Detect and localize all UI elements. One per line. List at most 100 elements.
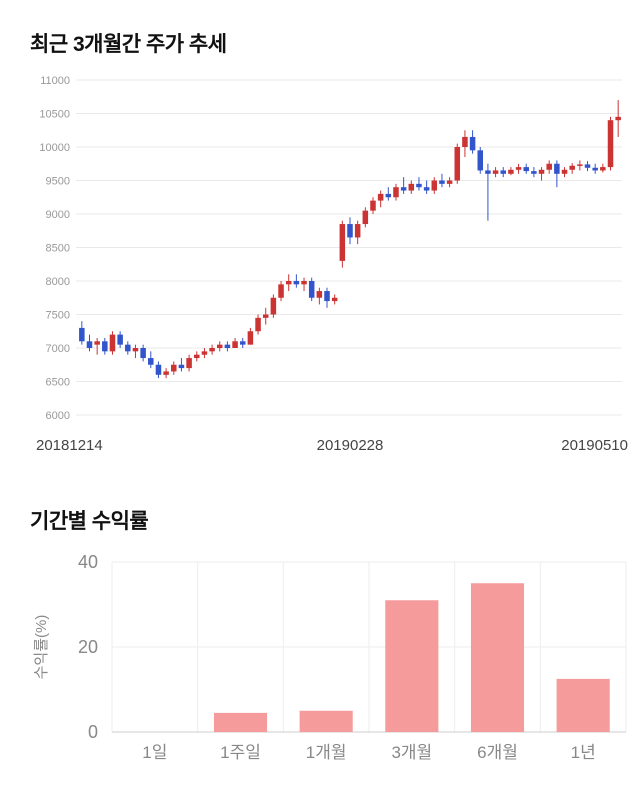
y-tick-label: 11000 bbox=[40, 75, 70, 87]
candle-body bbox=[94, 341, 100, 345]
bar bbox=[299, 710, 353, 732]
candle-body bbox=[508, 169, 514, 174]
y-tick-label: 10000 bbox=[39, 142, 70, 154]
candle-body bbox=[385, 193, 392, 198]
candle-body bbox=[209, 348, 215, 352]
candle-body bbox=[400, 187, 407, 191]
candle-body bbox=[262, 314, 269, 318]
bar-chart-canvas: 0 20 40 수익률(%) 1일 1주일 1개월 3개월 6개월 1년 bbox=[33, 552, 627, 762]
candle-body bbox=[370, 200, 376, 211]
candle-body bbox=[324, 291, 330, 302]
candle-body bbox=[140, 348, 146, 359]
candle-body bbox=[339, 224, 346, 261]
bar bbox=[556, 678, 610, 732]
candle-body bbox=[523, 167, 529, 172]
candle-body bbox=[117, 334, 123, 345]
candle-body bbox=[109, 334, 116, 352]
candle-body bbox=[171, 364, 177, 372]
candle-body bbox=[316, 291, 323, 298]
price-chart: 6000 6500 7000 7500 8000 8500 9000 9500 10000 105… bbox=[0, 70, 640, 459]
candle-body bbox=[102, 341, 108, 352]
y-tick-label: 10500 bbox=[39, 109, 70, 121]
candle-body bbox=[561, 169, 568, 174]
y-tick-label: 9500 bbox=[46, 176, 70, 188]
candle-body bbox=[239, 341, 246, 345]
candle-body bbox=[584, 164, 591, 168]
candlestick-chart-canvas: 6000 6500 7000 7500 8000 8500 9000 9500 10000 105… bbox=[39, 75, 622, 422]
candle-body bbox=[592, 167, 598, 171]
bar bbox=[470, 583, 525, 732]
candle-body bbox=[186, 358, 192, 369]
y-tick-label: 6500 bbox=[46, 377, 70, 389]
candle-body bbox=[408, 183, 415, 191]
candle-body bbox=[500, 170, 506, 174]
y-tick-label: 40 bbox=[78, 552, 98, 572]
candle-body bbox=[216, 344, 223, 348]
candle-body bbox=[247, 331, 254, 345]
y-axis-title: 수익률(%) bbox=[33, 615, 50, 680]
price-chart-x-axis: 20181214 20190228 20190510 bbox=[0, 435, 640, 459]
x-category-label: 1일 bbox=[142, 743, 167, 762]
candle-body bbox=[354, 224, 361, 238]
candle-body bbox=[515, 167, 522, 170]
returns-chart-title: 기간별 수익률 bbox=[30, 510, 149, 533]
candle-body bbox=[362, 210, 369, 225]
candle-body bbox=[201, 351, 208, 355]
x-label-end: 20190510 bbox=[561, 437, 628, 454]
y-tick-label: 0 bbox=[88, 722, 98, 742]
candle-body bbox=[224, 344, 231, 348]
candle-body bbox=[431, 180, 438, 191]
candle-body bbox=[232, 341, 238, 348]
returns-chart: 0 20 40 수익률(%) 1일 1주일 1개월 3개월 6개월 1년 bbox=[0, 547, 640, 777]
candle-body bbox=[607, 120, 614, 168]
x-label-start: 20181214 bbox=[36, 437, 103, 454]
candle-body bbox=[477, 150, 484, 171]
candle-body bbox=[86, 341, 93, 348]
candle-body bbox=[454, 147, 461, 181]
candle-body bbox=[615, 116, 621, 121]
candle-body bbox=[377, 193, 384, 201]
candle-body bbox=[416, 183, 422, 188]
candle-body bbox=[347, 224, 353, 238]
candle-body bbox=[554, 163, 560, 174]
candle-body bbox=[278, 284, 284, 298]
candle-body bbox=[439, 180, 445, 184]
candle-body bbox=[255, 317, 261, 332]
candle-body bbox=[577, 164, 583, 166]
candle-body bbox=[531, 171, 537, 174]
y-tick-label: 8000 bbox=[46, 276, 70, 288]
candle-body bbox=[569, 165, 575, 170]
x-category-label: 6개월 bbox=[477, 743, 518, 762]
y-tick-label: 8500 bbox=[46, 243, 70, 255]
candle-body bbox=[462, 136, 468, 147]
candle-body bbox=[331, 297, 338, 302]
candle-body bbox=[492, 170, 499, 174]
candle-body bbox=[485, 170, 491, 174]
candle-body bbox=[194, 354, 200, 359]
candle-body bbox=[546, 163, 552, 170]
candle-body bbox=[469, 136, 476, 151]
candle-body bbox=[125, 344, 131, 352]
candle-body bbox=[301, 281, 307, 285]
candle-body bbox=[178, 364, 185, 369]
x-label-middle: 20190228 bbox=[316, 437, 384, 454]
x-category-label: 3개월 bbox=[391, 743, 432, 762]
candle-body bbox=[393, 187, 399, 198]
candle-body bbox=[293, 281, 300, 285]
x-category-label: 1년 bbox=[571, 743, 596, 762]
candle-body bbox=[148, 358, 154, 365]
candle-body bbox=[155, 364, 162, 375]
candle-body bbox=[308, 281, 315, 298]
bar bbox=[213, 712, 268, 732]
price-chart-title: 최근 3개월간 주가 추세 bbox=[30, 33, 227, 56]
y-tick-label: 7000 bbox=[46, 343, 70, 355]
candle-body bbox=[285, 281, 292, 285]
candle-body bbox=[163, 371, 169, 375]
x-category-label: 1주일 bbox=[220, 743, 261, 762]
y-tick-label: 20 bbox=[78, 637, 98, 657]
candle-body bbox=[446, 180, 453, 184]
y-tick-label: 6000 bbox=[46, 410, 70, 422]
y-tick-label: 9000 bbox=[46, 209, 70, 221]
bar bbox=[385, 600, 439, 732]
candle-body bbox=[600, 167, 606, 171]
